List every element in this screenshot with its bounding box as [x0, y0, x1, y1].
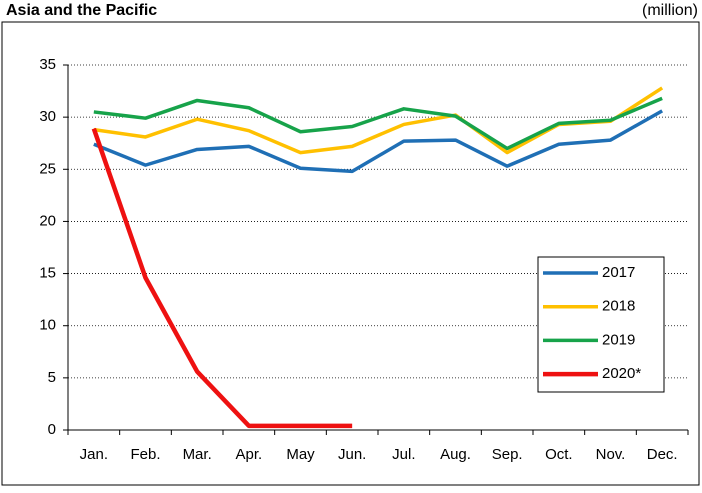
y-tick-label: 15 — [39, 265, 56, 282]
series-line — [91, 127, 353, 429]
x-tick-label: Apr. — [235, 446, 262, 463]
x-tick-label: May — [286, 446, 315, 463]
y-tick-label: 30 — [39, 108, 56, 125]
x-tick-label: Jul. — [392, 446, 415, 463]
x-tick-label: Feb. — [130, 446, 160, 463]
series-line — [93, 109, 664, 174]
series-line — [93, 96, 663, 151]
x-tick-label: Jan. — [80, 446, 108, 463]
y-tick-label: 10 — [39, 317, 56, 334]
x-tick-label: Jun. — [338, 446, 366, 463]
y-tick-label: 35 — [39, 56, 56, 73]
y-tick-label: 0 — [48, 421, 56, 438]
chart-title: Asia and the Pacific — [6, 2, 157, 19]
x-tick-label: Mar. — [183, 446, 212, 463]
y-tick-label: 25 — [39, 160, 56, 177]
legend-label: 2017 — [602, 264, 635, 281]
y-tick-label: 5 — [48, 369, 56, 386]
x-tick-label: Sep. — [492, 446, 523, 463]
unit-label: (million) — [642, 2, 698, 19]
x-tick-label: Dec. — [647, 446, 678, 463]
x-tick-label: Aug. — [440, 446, 471, 463]
legend-label: 2019 — [602, 331, 635, 348]
x-tick-label: Nov. — [596, 446, 626, 463]
legend-box — [537, 256, 665, 393]
legend-label: 2020* — [602, 365, 641, 382]
x-tick-label: Oct. — [545, 446, 573, 463]
y-tick-label: 20 — [39, 212, 56, 229]
chart-frame — [1, 21, 700, 486]
legend-label: 2018 — [602, 298, 635, 315]
